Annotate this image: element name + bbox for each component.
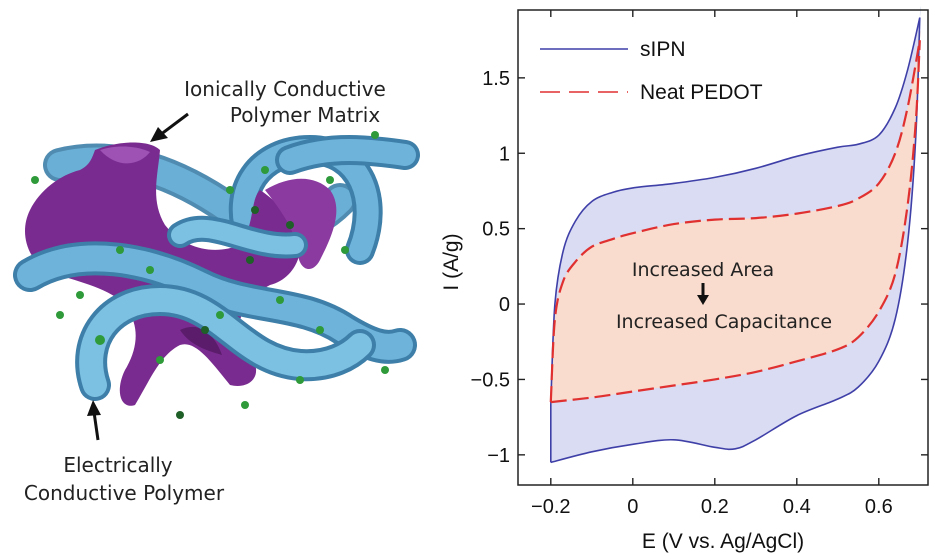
y-axis-label: I (A/g) xyxy=(440,233,463,290)
x-tick-label: 0.4 xyxy=(783,496,811,518)
annotation-arrow-head xyxy=(697,295,709,305)
series-line-lower-neat-pedot xyxy=(550,40,921,404)
label-matrix-line1: Ionically Conductive xyxy=(184,77,386,101)
x-tick-label: 0 xyxy=(627,496,638,518)
series-line-lower-sipn xyxy=(550,17,921,464)
x-ticks: −0.2 0 0.2 0.4 0.6 xyxy=(531,10,893,518)
x-tick-label: 0.6 xyxy=(865,496,893,518)
annotation-line2: Increased Capacitance xyxy=(616,311,832,333)
polymer-schematic: Ionically Conductive Polymer Matrix Elec… xyxy=(13,77,420,505)
x-axis-label: E (V vs. Ag/AgCl) xyxy=(642,530,804,553)
conductive-polymer-tubes-front xyxy=(13,135,420,401)
y-tick-label: −1 xyxy=(487,445,510,467)
y-ticks: −1 −0.5 0 0.5 1 1.5 xyxy=(471,68,928,467)
legend-label-sipn: sIPN xyxy=(640,38,686,61)
y-tick-label: 1.5 xyxy=(482,68,510,90)
legend: sIPN Neat PEDOT xyxy=(540,38,763,104)
capacitance-annotation: Increased Area Increased Capacitance xyxy=(616,259,832,333)
y-tick-label: 0 xyxy=(499,294,510,316)
legend-label-pedot: Neat PEDOT xyxy=(640,81,763,104)
fill-layer xyxy=(550,6,921,463)
x-tick-label: −0.2 xyxy=(531,496,570,518)
y-tick-label: −0.5 xyxy=(471,369,510,391)
series-fill-neat-pedot xyxy=(550,30,921,403)
annotation-line1: Increased Area xyxy=(632,259,774,281)
ion-dots xyxy=(31,131,389,419)
cv-chart: −1 −0.5 0 0.5 1 1.5 −0.2 0 0.2 0.4 0.6 I (A/g) E … xyxy=(440,6,929,553)
series-line-upper-neat-pedot xyxy=(549,40,921,403)
label-matrix-line2: Polymer Matrix xyxy=(230,103,380,127)
label-arrows xyxy=(87,112,189,441)
label-polymer-line2: Conductive Polymer xyxy=(24,481,225,505)
y-tick-label: 1 xyxy=(499,143,510,165)
x-tick-label: 0.2 xyxy=(701,496,729,518)
label-polymer-line1: Electrically xyxy=(63,453,172,477)
y-tick-label: 0.5 xyxy=(482,219,510,241)
series-line-upper-sipn xyxy=(550,17,921,404)
line-layer xyxy=(549,17,921,464)
plot-frame xyxy=(517,9,929,486)
